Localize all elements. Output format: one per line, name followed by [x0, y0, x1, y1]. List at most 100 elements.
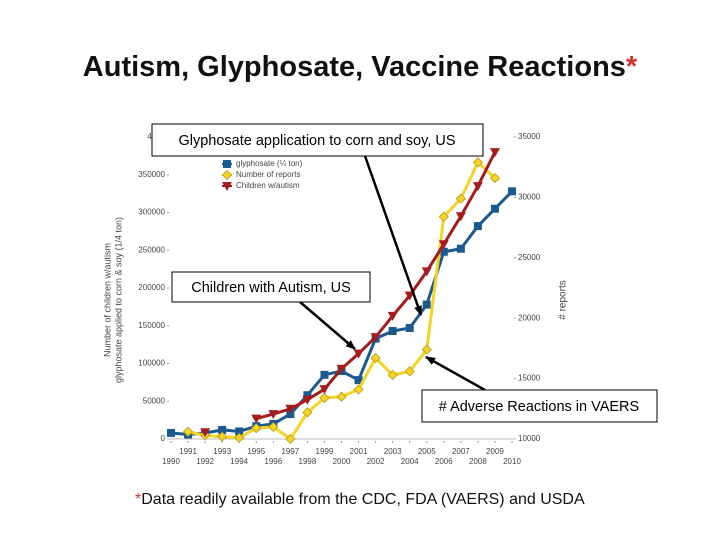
y-tick-label: 250000 [138, 245, 165, 254]
x-tick-label: 1996 [264, 457, 282, 466]
legend-marker [223, 160, 231, 168]
callout-box [421, 389, 658, 423]
series [200, 148, 500, 438]
x-tick-label: 1992 [196, 457, 214, 466]
footnote: *Data readily available from the CDC, FD… [135, 491, 585, 508]
point [353, 349, 364, 359]
x-tick-label: 1995 [247, 447, 265, 456]
footnote-text: Data readily available from the CDC, FDA… [141, 491, 585, 508]
point [218, 425, 227, 434]
x-tick-label: 2005 [418, 447, 436, 456]
point [472, 157, 483, 168]
legend: glyphosate (¼ ton) Number of reports Child… [221, 159, 303, 191]
point [217, 431, 228, 442]
y-tick-label: 300000 [138, 208, 165, 217]
x-tick-label: 2008 [469, 457, 487, 466]
y-tick-label: 150000 [138, 321, 165, 330]
point [489, 148, 500, 158]
y-tick-label: 0 [161, 434, 166, 443]
x-tick-label: 2010 [503, 457, 521, 466]
point [167, 428, 175, 437]
point [303, 391, 312, 400]
title-mark: * [626, 51, 638, 83]
x-tick-label: 1993 [213, 447, 231, 456]
y-tick-label: 100000 [138, 359, 165, 368]
y-axis-label: glyphosate applied to corn & soy (1/4 to… [113, 217, 123, 383]
point [508, 187, 516, 196]
legend-label: glyphosate (¼ ton) [236, 159, 303, 168]
x-tick-label: 1998 [299, 457, 317, 466]
point [251, 423, 262, 434]
point [473, 222, 482, 231]
x-tick-label: 2004 [401, 457, 419, 466]
x-tick-label: 2006 [435, 457, 453, 466]
arrow [363, 155, 423, 316]
point [336, 391, 347, 402]
x-tick-label: 2000 [333, 457, 351, 466]
series [182, 157, 501, 445]
point [302, 407, 313, 418]
point [353, 384, 364, 395]
y2-tick-label: 30000 [518, 193, 541, 202]
point [319, 392, 330, 403]
point [422, 300, 431, 309]
point [421, 344, 432, 355]
point [438, 211, 449, 222]
x-tick-label: 1991 [179, 447, 197, 456]
annotations: Glyphosate application to corn and soy, … [151, 123, 658, 423]
point [234, 432, 245, 443]
point [421, 267, 432, 277]
x-tick-label: 2009 [486, 447, 504, 456]
point [405, 324, 414, 333]
point [285, 433, 296, 445]
point [456, 244, 465, 253]
arrow [425, 355, 486, 392]
point [336, 364, 347, 374]
point [268, 421, 279, 432]
y2-tick-label: 35000 [518, 132, 541, 141]
point [354, 376, 363, 385]
x-tick-label: 1990 [162, 457, 180, 466]
y-axis-label: Number of children w/autism [102, 243, 112, 357]
y2-axis-label: # reports [558, 280, 569, 319]
callout-text: Glyphosate application to corn and soy, … [178, 133, 455, 149]
point [455, 193, 466, 204]
point [285, 404, 296, 414]
point [370, 352, 381, 364]
point [489, 173, 501, 184]
arrow [299, 301, 356, 350]
y2-tick-label: 15000 [518, 374, 541, 383]
point [438, 240, 449, 250]
x-tick-label: 2007 [452, 447, 470, 456]
callout-text: # Adverse Reactions in VAERS [439, 399, 639, 415]
title-text: Autism, Glyphosate, Vaccine Reactions [83, 51, 626, 83]
point [235, 427, 244, 436]
callout-box [151, 123, 484, 157]
slide-title: Autism, Glyphosate, Vaccine Reactions* [83, 51, 638, 83]
legend-label: Children w/autism [236, 181, 300, 190]
legend-marker [222, 182, 232, 191]
point [455, 212, 466, 222]
point [251, 414, 262, 424]
callout-box [171, 271, 371, 303]
point [472, 182, 483, 192]
x-tick-label: 2001 [350, 447, 368, 456]
x-tick-label: 1999 [316, 447, 334, 456]
legend-marker [221, 169, 233, 181]
y2-tick-label: 25000 [518, 253, 541, 262]
x-tick-label: 1994 [230, 457, 248, 466]
point [388, 327, 397, 336]
y-tick-label: 50000 [143, 396, 166, 405]
legend-label: Number of reports [236, 170, 300, 179]
x-tick-label: 2003 [384, 447, 402, 456]
callout-text: Children with Autism, US [191, 280, 351, 296]
point [439, 247, 448, 256]
point [387, 311, 398, 321]
point [200, 428, 211, 438]
point [387, 369, 398, 381]
y-tick-label: 200000 [138, 283, 165, 292]
point [302, 395, 313, 405]
point [268, 410, 279, 420]
